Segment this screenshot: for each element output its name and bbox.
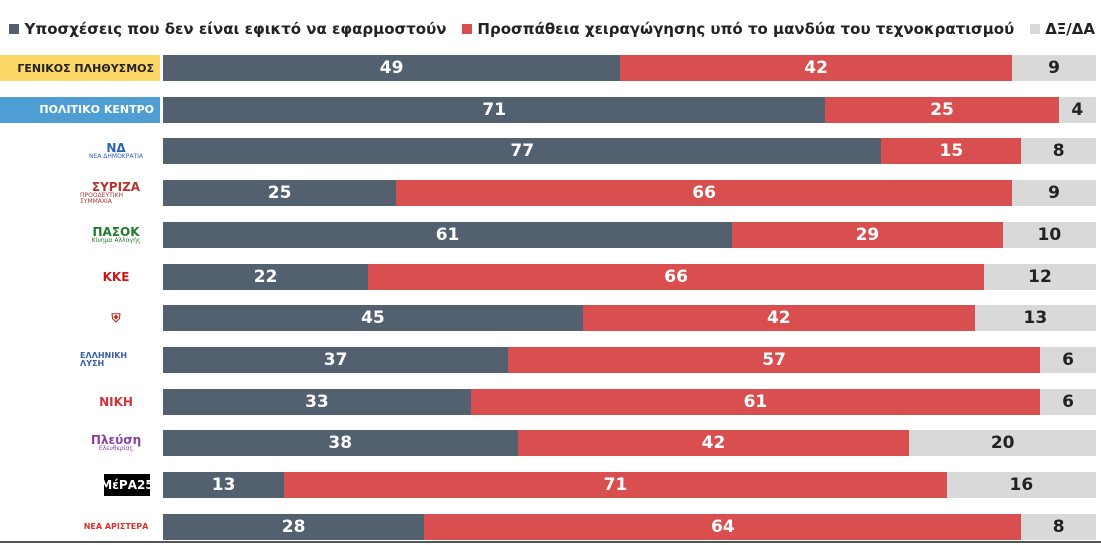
bar-segment: 15 xyxy=(881,138,1022,165)
bar-segment: 4 xyxy=(1058,96,1096,123)
bar-segment: 8 xyxy=(1021,138,1096,165)
bar-segment: 42 xyxy=(620,55,1013,81)
legend-label: Υποσχέσεις που δεν είναι εφικτό να εφαρμ… xyxy=(24,20,447,38)
bar-segment: 49 xyxy=(163,55,621,81)
bar-segment: 61 xyxy=(470,388,1040,415)
bar-row: ΕΛΛΗΝΙΚΗ ΛΥΣΗ 37 57 6 xyxy=(0,346,1101,373)
bar-row: ΓΕΝΙΚΟΣ ΠΛΗΘΥΣΜΟΣ 49 42 9 xyxy=(0,55,1101,81)
party-logo: ΝΔ ΝΕΑ ΔΗΜΟΚΡΑΤΙΑ xyxy=(88,141,143,161)
party-logo: ΕΛΛΗΝΙΚΗ ΛΥΣΗ xyxy=(80,350,128,368)
bar-segment: 66 xyxy=(368,263,985,290)
bar-segment: 20 xyxy=(909,430,1096,457)
party-logo: ΣΥΡΙΖΑ ΠΡΟΟΔΕΥΤΙΚΗ ΣΥΜΜΑΧΙΑ xyxy=(80,180,141,206)
bar-row: ΝΔ ΝΕΑ ΔΗΜΟΚΡΑΤΙΑ 77 15 8 xyxy=(0,138,1101,165)
bar-row: ΜέΡΑ25 13 71 16 xyxy=(0,472,1101,498)
bar-segment: 42 xyxy=(582,305,975,332)
party-logo: ΚΚΕ xyxy=(102,269,130,284)
bar-segment: 77 xyxy=(163,138,882,165)
legend-item: ΔΞ/ΔΑ xyxy=(1030,20,1095,38)
bar-row: ΝΙΚΗ 33 61 6 xyxy=(0,388,1101,415)
party-logo: ⛨ xyxy=(111,311,121,326)
bar-row: ΣΥΡΙΖΑ ΠΡΟΟΔΕΥΤΙΚΗ ΣΥΜΜΑΧΙΑ 25 66 9 xyxy=(0,180,1101,207)
bar-segment: 13 xyxy=(163,472,285,498)
bar-segment: 64 xyxy=(424,513,1022,540)
legend-label: Προσπάθεια χειραγώγησης υπό το μανδύα το… xyxy=(477,20,1015,38)
legend-item: Προσπάθεια χειραγώγησης υπό το μανδύα το… xyxy=(462,20,1014,38)
category-label: ΠΟΛΙΤΙΚΟ ΚΕΝΤΡΟ xyxy=(0,96,160,123)
baseline xyxy=(0,541,1101,543)
bar-segment: 9 xyxy=(1012,180,1096,207)
bar-segment: 37 xyxy=(163,346,509,373)
party-logo: ΠΑΣΟΚ Κίνημα Αλλαγής xyxy=(91,224,141,244)
bar-segment: 33 xyxy=(163,388,471,415)
bar-segment: 61 xyxy=(163,221,733,248)
bar-segment: 8 xyxy=(1021,513,1096,540)
bar-segment: 9 xyxy=(1012,55,1096,81)
bar-row: ΠΟΛΙΤΙΚΟ ΚΕΝΤΡΟ 71 25 4 xyxy=(0,96,1101,123)
party-logo: ΝΙΚΗ xyxy=(99,394,133,409)
bar-segment: 66 xyxy=(396,180,1013,207)
bar-segment: 45 xyxy=(163,305,583,332)
bar-segment: 6 xyxy=(1040,346,1096,373)
bar-segment: 16 xyxy=(946,472,1096,498)
bar-row: ΝΕΑ ΑΡΙΣΤΕΡΑ 28 64 8 xyxy=(0,513,1101,540)
bar-row: Πλεύση Ελευθερίας 38 42 20 xyxy=(0,430,1101,457)
bar-segment: 28 xyxy=(163,513,425,540)
legend-swatch xyxy=(1030,24,1041,34)
category-label: ΓΕΝΙΚΟΣ ΠΛΗΘΥΣΜΟΣ xyxy=(0,55,160,81)
bar-row: ΚΚΕ 22 66 12 xyxy=(0,263,1101,290)
bar-segment: 25 xyxy=(825,96,1059,123)
bar-segment: 22 xyxy=(163,263,369,290)
bar-row: ⛨ 45 42 13 xyxy=(0,305,1101,332)
party-logo: ΜέΡΑ25 xyxy=(100,474,154,496)
legend: Υποσχέσεις που δεν είναι εφικτό να εφαρμ… xyxy=(0,20,1101,38)
legend-item: Υποσχέσεις που δεν είναι εφικτό να εφαρμ… xyxy=(9,20,446,38)
bar-row: ΠΑΣΟΚ Κίνημα Αλλαγής 61 29 10 xyxy=(0,221,1101,248)
bar-segment: 57 xyxy=(508,346,1040,373)
bar-segment: 38 xyxy=(163,430,518,457)
bar-segment: 71 xyxy=(284,472,947,498)
bar-segment: 6 xyxy=(1040,388,1096,415)
party-logo: Πλεύση Ελευθερίας xyxy=(90,433,142,453)
bar-segment: 12 xyxy=(984,263,1096,290)
bar-segment: 13 xyxy=(974,305,1096,332)
bar-segment: 42 xyxy=(517,430,910,457)
legend-swatch xyxy=(9,24,20,34)
bar-segment: 71 xyxy=(163,96,826,123)
legend-swatch xyxy=(462,24,473,34)
party-logo: ΝΕΑ ΑΡΙΣΤΕΡΑ xyxy=(83,521,149,531)
bar-segment: 29 xyxy=(732,221,1003,248)
bar-segment: 25 xyxy=(163,180,397,207)
bar-segment: 10 xyxy=(1002,221,1096,248)
legend-label: ΔΞ/ΔΑ xyxy=(1045,20,1095,38)
